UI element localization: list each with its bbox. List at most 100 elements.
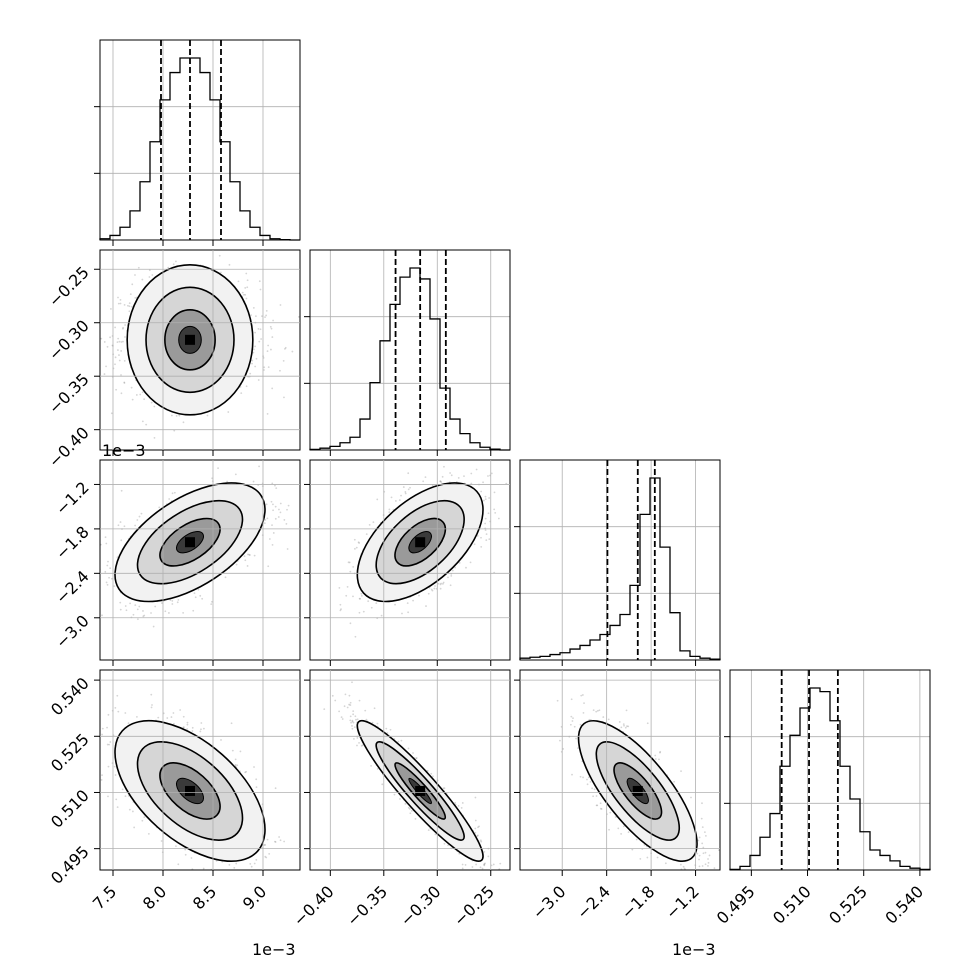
scatter-point: [142, 391, 144, 393]
scatter-point: [235, 758, 237, 760]
scatter-point: [98, 365, 100, 367]
scatter-point: [114, 707, 116, 709]
histogram-panel-p2: [514, 460, 720, 666]
scatter-point: [240, 392, 242, 394]
scatter-point: [401, 613, 403, 615]
scatter-point: [261, 315, 263, 317]
scatter-point: [107, 346, 109, 348]
scatter-point: [347, 586, 349, 588]
scatter-point: [254, 878, 256, 880]
scatter-point: [247, 279, 249, 281]
scatter-point: [271, 336, 273, 338]
scatter-point: [458, 477, 460, 479]
scatter-point: [210, 603, 212, 605]
scatter-point: [118, 354, 120, 356]
scatter-point: [175, 261, 177, 263]
scatter-point: [182, 612, 184, 614]
scatter-point: [200, 722, 202, 724]
scatter-point: [381, 615, 383, 617]
scatter-point: [177, 599, 179, 601]
scatter-point: [151, 402, 153, 404]
scatter-point: [339, 604, 341, 606]
scatter-point: [235, 764, 237, 766]
scatter-point: [480, 491, 482, 493]
scatter-point: [440, 588, 442, 590]
scatter-point: [121, 490, 123, 492]
scatter-point: [139, 516, 141, 518]
scatter-point: [131, 387, 133, 389]
scatter-point: [486, 533, 488, 535]
scatter-point: [91, 604, 93, 606]
scatter-point: [399, 499, 401, 501]
scatter-point: [452, 570, 454, 572]
scatter-point: [271, 388, 273, 390]
scatter-point: [202, 454, 204, 456]
scatter-point: [256, 358, 258, 360]
scatter-point: [178, 415, 180, 417]
scatter-point: [375, 602, 377, 604]
scatter-point: [125, 605, 127, 607]
scatter-point: [100, 338, 102, 340]
scatter-point: [425, 605, 427, 607]
scatter-point: [128, 722, 130, 724]
scatter-point: [267, 413, 269, 415]
scatter-point: [134, 525, 136, 527]
scatter-point: [494, 491, 496, 493]
scatter-point: [249, 373, 251, 375]
scatter-point: [114, 363, 116, 365]
scatter-point: [428, 593, 430, 595]
scatter-point: [488, 538, 490, 540]
scatter-point: [251, 866, 253, 868]
scatter-point: [266, 310, 268, 312]
scatter-point: [482, 481, 484, 483]
scatter-point: [244, 555, 246, 557]
scatter-point: [106, 582, 108, 584]
scatter-point: [354, 548, 356, 550]
scatter-point: [192, 883, 194, 885]
scatter-point: [164, 610, 166, 612]
scatter-point: [418, 595, 420, 597]
scatter-point: [169, 455, 171, 457]
scatter-point: [227, 411, 229, 413]
scatter-point: [258, 341, 260, 343]
scatter-point: [369, 524, 371, 526]
scatter-point: [260, 328, 262, 330]
scatter-point: [120, 341, 122, 343]
histogram-step-p3: [730, 688, 930, 870]
scatter-point: [360, 593, 362, 595]
scatter-point: [101, 774, 103, 776]
scatter-point: [168, 498, 170, 500]
scatter-point: [440, 584, 442, 586]
scatter-point: [258, 465, 260, 467]
scatter-point: [101, 614, 103, 616]
scatter-point: [266, 503, 268, 505]
scatter-point: [280, 511, 282, 513]
scatter-point: [172, 492, 174, 494]
scatter-point: [91, 389, 93, 391]
scatter-point: [115, 389, 117, 391]
scatter-point: [494, 512, 496, 514]
scatter-point: [352, 566, 354, 568]
scatter-point: [130, 293, 132, 295]
scatter-point: [291, 351, 293, 353]
scatter-point: [111, 578, 113, 580]
scatter-point: [273, 532, 275, 534]
scatter-point: [122, 327, 124, 329]
scatter-point: [133, 614, 135, 616]
scatter-point: [102, 728, 104, 730]
scatter-point: [143, 816, 145, 818]
scatter-point: [271, 483, 273, 485]
scatter-point: [287, 548, 289, 550]
scatter-point: [356, 547, 358, 549]
scatter-point: [141, 513, 143, 515]
histogram-p2-frame: [520, 460, 720, 660]
scatter-point: [340, 609, 342, 611]
scatter-point: [400, 495, 402, 497]
scatter-point: [266, 517, 268, 519]
scatter-point: [217, 467, 219, 469]
scatter-point: [245, 771, 247, 773]
scatter-point: [85, 713, 87, 715]
scatter-point: [96, 740, 98, 742]
scatter-point: [443, 466, 445, 468]
scatter-point: [192, 730, 194, 732]
